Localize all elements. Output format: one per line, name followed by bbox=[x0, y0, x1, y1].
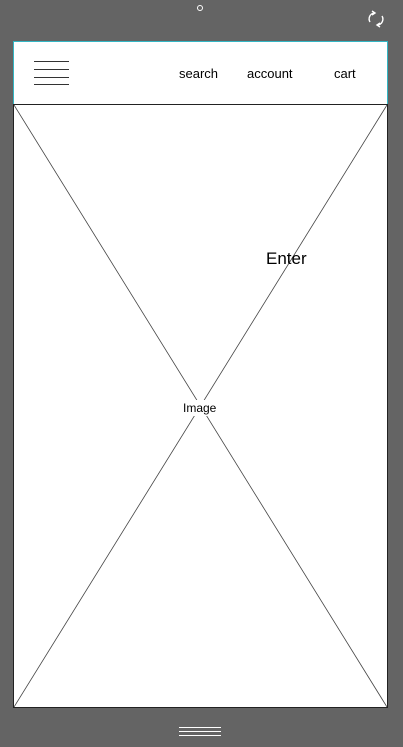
bottom-handle-icon[interactable] bbox=[179, 727, 221, 739]
nav-account-link[interactable]: account bbox=[247, 66, 293, 81]
rotate-icon[interactable] bbox=[366, 10, 386, 28]
hamburger-menu-icon[interactable] bbox=[34, 61, 69, 85]
camera-dot-icon bbox=[197, 5, 203, 11]
image-placeholder: Image Enter bbox=[13, 104, 388, 708]
image-placeholder-label: Image bbox=[180, 400, 220, 416]
nav-search-link[interactable]: search bbox=[179, 66, 219, 81]
enter-label[interactable]: Enter bbox=[266, 249, 307, 268]
app-header: search account cart bbox=[13, 41, 388, 105]
nav-cart-link[interactable]: cart bbox=[334, 66, 356, 81]
